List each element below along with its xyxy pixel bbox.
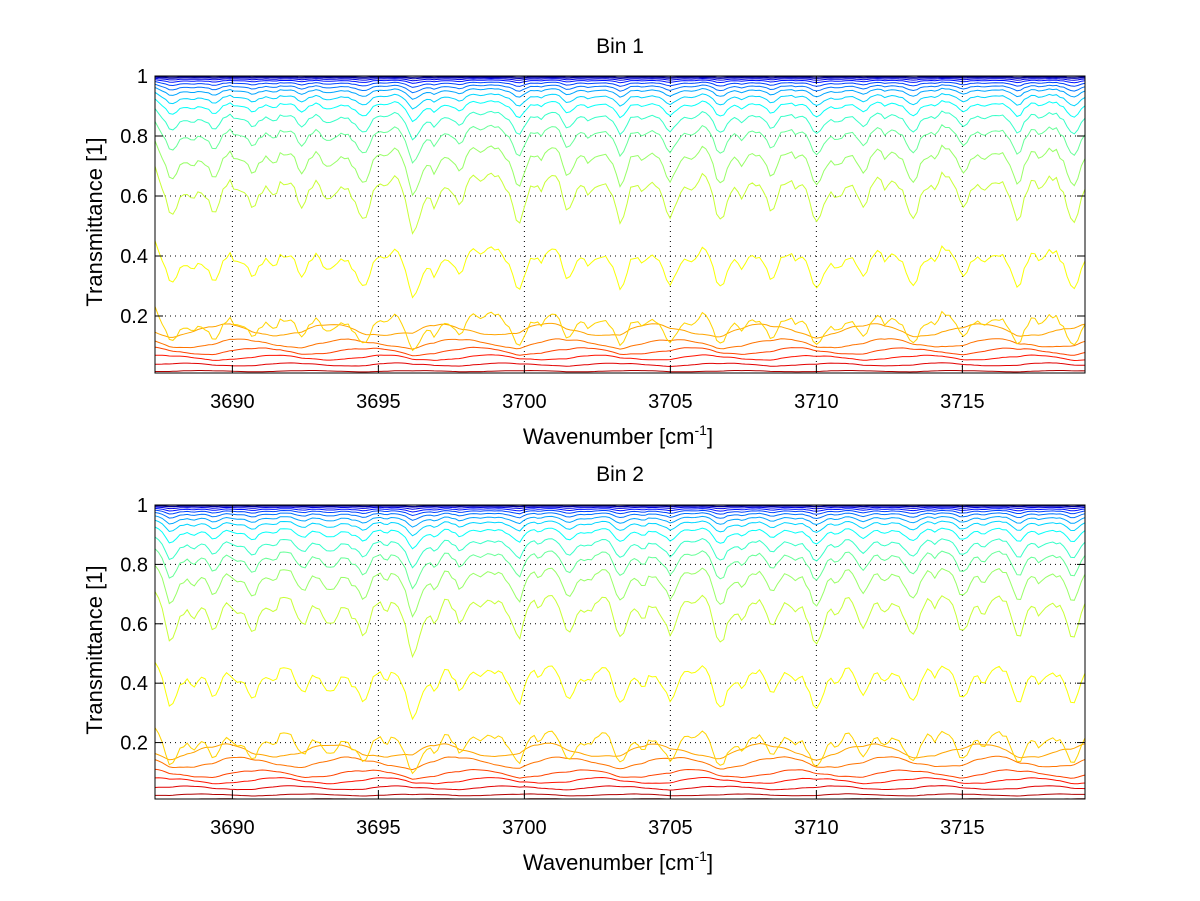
x-tick-label: 3695	[356, 391, 401, 413]
series-line-14	[154, 526, 1086, 550]
series-line-13	[154, 108, 1086, 141]
series-line-16	[154, 86, 1086, 100]
y-tick-label: 0.6	[120, 614, 148, 636]
series-line-3	[154, 362, 1086, 368]
series-line-7	[154, 322, 1086, 339]
series-line-7	[154, 742, 1086, 761]
series-line-9	[154, 661, 1086, 721]
series-line-5	[154, 768, 1086, 780]
series-line-10	[154, 166, 1086, 235]
y-axis-label: Transmittance [1]	[82, 565, 107, 734]
series-line-2	[155, 369, 1086, 373]
x-axis-label: Wavenumber [cm-1]	[523, 848, 713, 875]
series-group	[154, 505, 1086, 800]
y-tick-label: 0.4	[120, 673, 148, 695]
y-axis-label: Transmittance [1]	[82, 137, 107, 306]
x-tick-label: 3690	[210, 391, 255, 413]
subplot-bin-1: Bin 1 3690 3695 3700 3705 3710 3715 0.2 0.4 0.6…	[82, 35, 1086, 449]
series-line-2	[155, 793, 1085, 797]
subplot-title: Bin 1	[596, 35, 644, 58]
series-group	[154, 76, 1086, 374]
series-line-16	[154, 515, 1086, 528]
x-tick-label: 3705	[648, 817, 693, 839]
ticks	[155, 75, 1085, 373]
series-line-18	[154, 81, 1086, 88]
series-line-13	[154, 536, 1086, 569]
series-line-9	[154, 240, 1086, 299]
x-tick-label: 3705	[648, 391, 693, 413]
series-line-12	[154, 548, 1086, 590]
subplot-bin-2: Bin 2 3690 3695 3700 3705 3710 3715 0.2 0.4 0.6…	[82, 463, 1086, 875]
x-axis-label: Wavenumber [cm-1]	[523, 422, 713, 449]
series-line-8	[154, 306, 1086, 352]
x-tick-labels: 3690 3695 3700 3705 3710 3715	[210, 817, 984, 839]
series-line-10	[154, 591, 1086, 659]
series-line-6	[154, 755, 1086, 771]
y-tick-label: 0.6	[120, 186, 148, 208]
series-line-19	[154, 79, 1086, 84]
series-line-5	[154, 346, 1086, 357]
x-tick-label: 3710	[794, 817, 839, 839]
series-line-14	[154, 98, 1086, 123]
x-tick-label: 3700	[502, 391, 547, 413]
series-line-18	[154, 509, 1086, 517]
series-line-22	[155, 505, 1086, 507]
y-tick-label: 1	[137, 66, 148, 88]
series-line-15	[154, 91, 1086, 110]
series-line-19	[154, 507, 1086, 513]
y-tick-labels: 0.2 0.4 0.6 0.8 1	[120, 66, 148, 328]
y-tick-label: 0.8	[120, 554, 148, 576]
x-tick-label: 3695	[356, 817, 401, 839]
series-line-20	[154, 77, 1086, 82]
grid-lines	[155, 504, 1085, 799]
x-tick-label: 3700	[502, 817, 547, 839]
series-line-17	[154, 83, 1086, 94]
series-line-11	[154, 140, 1086, 197]
axes-box	[154, 504, 1086, 800]
y-tick-label: 1	[137, 495, 148, 517]
series-line-21	[154, 76, 1086, 80]
x-tick-labels: 3690 3695 3700 3705 3710 3715	[210, 391, 984, 413]
y-tick-label: 0.2	[120, 306, 148, 328]
series-line-6	[154, 338, 1086, 350]
series-line-8	[154, 727, 1086, 775]
axes-box	[154, 75, 1086, 374]
y-tick-label: 0.8	[120, 126, 148, 148]
series-line-3	[154, 785, 1086, 791]
series-line-17	[154, 512, 1086, 521]
series-line-11	[154, 565, 1086, 618]
subplot-title: Bin 2	[596, 463, 644, 486]
x-tick-label: 3715	[940, 391, 985, 413]
series-line-20	[154, 506, 1086, 510]
x-tick-label: 3710	[794, 391, 839, 413]
series-line-22	[154, 76, 1086, 78]
ticks	[155, 504, 1085, 799]
y-tick-label: 0.2	[120, 733, 148, 755]
series-line-12	[154, 121, 1086, 164]
y-tick-labels: 0.2 0.4 0.6 0.8 1	[120, 495, 148, 755]
series-line-15	[154, 519, 1086, 537]
x-tick-label: 3690	[210, 817, 255, 839]
y-tick-label: 0.4	[120, 246, 148, 268]
series-line-4	[154, 776, 1086, 785]
x-tick-label: 3715	[940, 817, 985, 839]
series-line-4	[155, 354, 1086, 362]
